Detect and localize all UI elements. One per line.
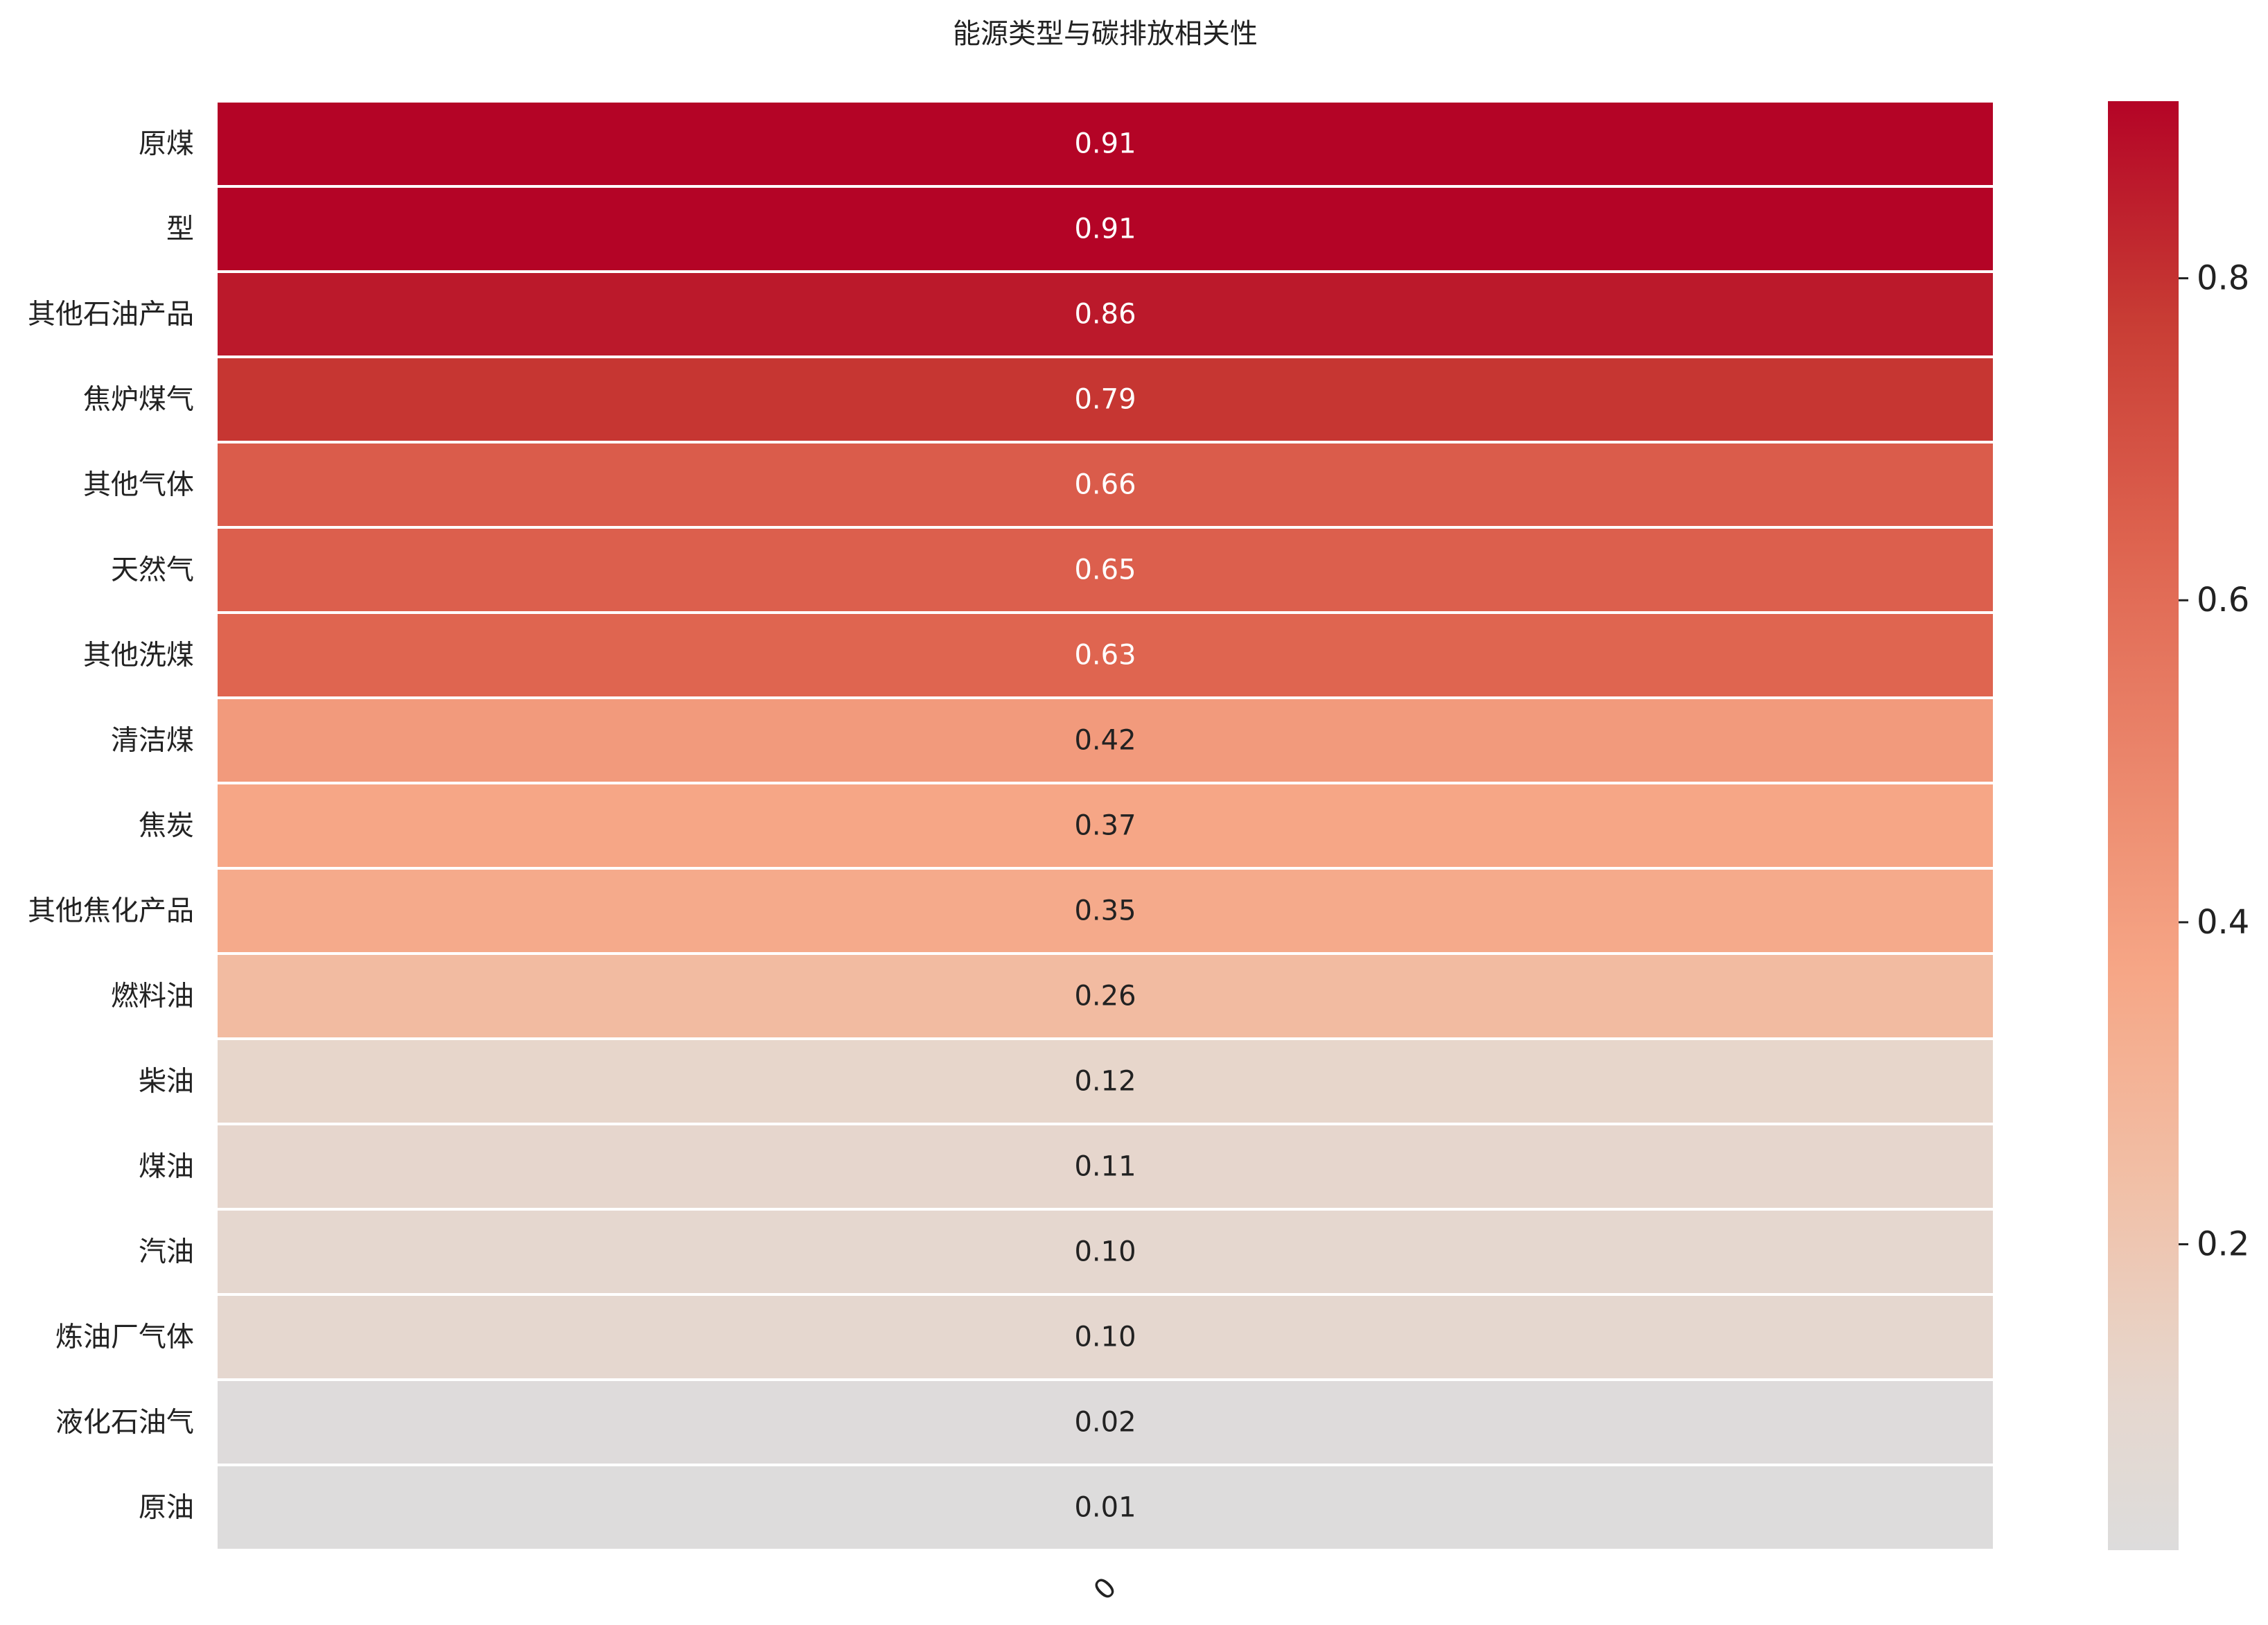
cell-value-label: 0.26: [1074, 981, 1136, 1012]
cell-value-label: 0.65: [1074, 554, 1136, 586]
cell-value-label: 0.42: [1074, 725, 1136, 757]
row-label: 原煤: [139, 128, 194, 160]
row-label: 其他气体: [83, 469, 194, 501]
cell-value-label: 0.91: [1074, 128, 1136, 160]
cell-value-label: 0.63: [1074, 640, 1136, 671]
column-label: 0: [1088, 1572, 1123, 1607]
heatmap-cell: [215, 696, 1996, 784]
column-labels: 0: [1088, 1572, 1123, 1607]
cell-value-label: 0.86: [1074, 299, 1136, 331]
colorbar-tick-label: 0.2: [2197, 1225, 2249, 1264]
cell-value-label: 0.66: [1074, 469, 1136, 501]
row-label: 型: [166, 213, 194, 245]
row-label: 焦炭: [139, 810, 194, 842]
colorbar: 0.2 0.4 0.6 0.8: [2108, 101, 2249, 1550]
row-label: 炼油厂气体: [55, 1321, 194, 1353]
heatmap-cell: [215, 185, 1996, 273]
heatmap-cell: [215, 355, 1996, 443]
heatmap-cell: [215, 270, 1996, 358]
row-label: 煤油: [139, 1151, 194, 1183]
heatmap-cell: [215, 1037, 1996, 1125]
heatmap-cell: [215, 1208, 1996, 1296]
heatmap-cells: 0.91 0.91 0.86 0.79 0.66 0.65 0.63 0.42 0.37 0.35…: [215, 100, 1996, 1552]
cell-value-label: 0.37: [1074, 810, 1136, 842]
row-label: 其他焦化产品: [28, 895, 194, 927]
row-label: 燃料油: [111, 981, 194, 1012]
heatmap-cell: [215, 867, 1996, 955]
cell-value-label: 0.10: [1074, 1236, 1136, 1268]
cell-value-label: 0.11: [1074, 1151, 1136, 1183]
row-label: 原油: [139, 1492, 194, 1524]
colorbar-tick-label: 0.4: [2197, 903, 2249, 942]
heatmap-cell: [215, 1378, 1996, 1466]
cell-value-label: 0.35: [1074, 895, 1136, 927]
row-label: 天然气: [111, 554, 194, 586]
heatmap-cell: [215, 1464, 1996, 1552]
row-label: 液化石油气: [55, 1407, 194, 1439]
colorbar-tick-label: 0.6: [2197, 581, 2249, 620]
heatmap-cell: [215, 100, 1996, 188]
row-label: 清洁煤: [111, 725, 194, 757]
row-labels: 原煤型其他石油产品焦炉煤气其他气体天然气其他洗煤清洁煤焦炭其他焦化产品燃料油柴油…: [28, 128, 194, 1524]
row-label: 汽油: [139, 1236, 194, 1268]
cell-value-label: 0.12: [1074, 1066, 1136, 1098]
heatmap-cell: [215, 952, 1996, 1040]
colorbar-gradient: [2108, 101, 2179, 1550]
chart-title: 能源类型与碳排放相关性: [953, 18, 1258, 50]
cell-value-label: 0.91: [1074, 213, 1136, 245]
row-label: 柴油: [139, 1066, 194, 1098]
cell-value-label: 0.02: [1074, 1407, 1136, 1439]
cell-value-label: 0.79: [1074, 384, 1136, 416]
row-label: 其他洗煤: [83, 640, 194, 671]
heatmap-cell: [215, 526, 1996, 614]
cell-value-label: 0.10: [1074, 1321, 1136, 1353]
colorbar-tick-label: 0.8: [2197, 259, 2249, 298]
row-label: 其他石油产品: [28, 299, 194, 331]
row-label: 焦炉煤气: [83, 384, 194, 416]
cell-value-label: 0.01: [1074, 1492, 1136, 1524]
